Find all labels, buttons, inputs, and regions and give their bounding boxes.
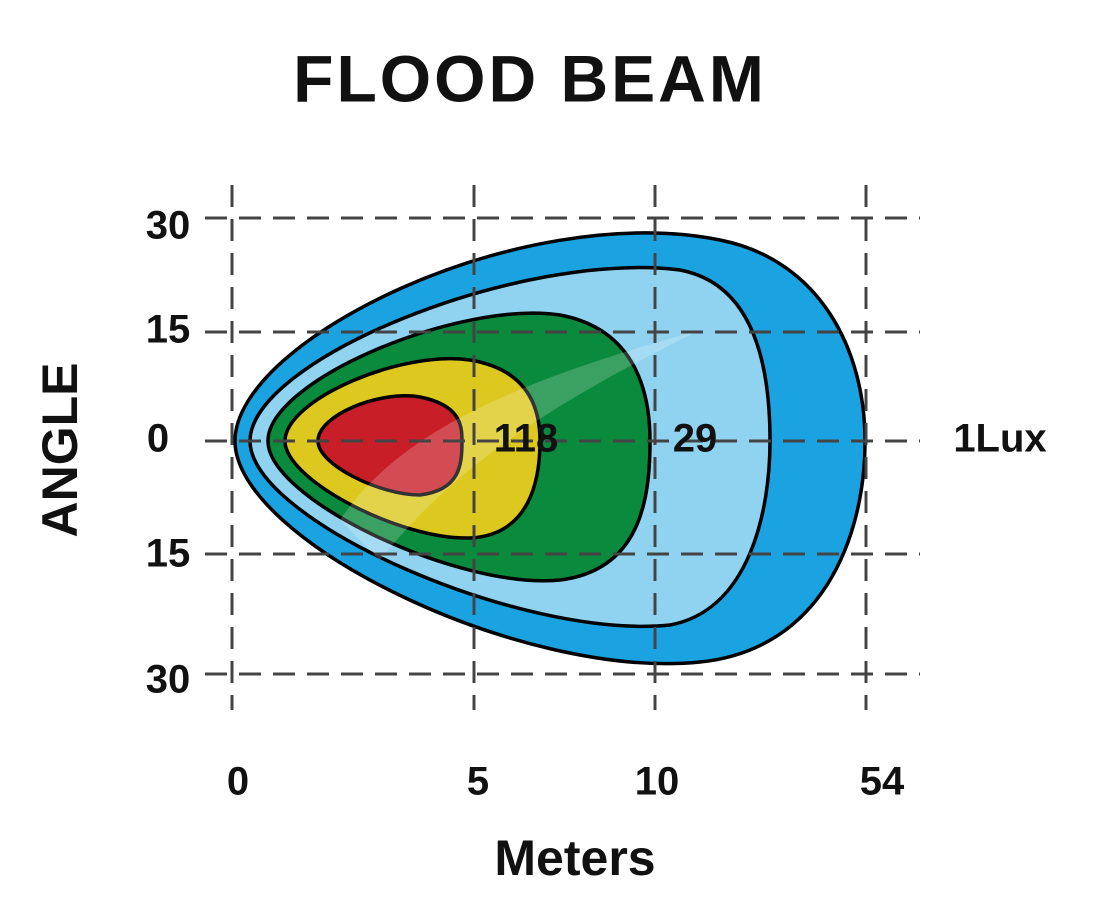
contour-label: 118 <box>494 417 559 461</box>
y-label: 0 <box>147 417 169 461</box>
x-label: 10 <box>635 760 680 804</box>
x-axis-title: Meters <box>494 830 655 886</box>
y-axis-title: ANGLE <box>32 363 88 538</box>
y-label: 15 <box>146 532 191 576</box>
title: FLOOD BEAM <box>293 41 767 115</box>
y-label: 30 <box>146 204 191 248</box>
x-label: 5 <box>467 760 489 804</box>
grid <box>205 185 920 710</box>
x-label: 0 <box>227 760 249 804</box>
y-label: 15 <box>146 308 191 352</box>
contour-label: 29 <box>673 417 718 461</box>
y-label: 30 <box>146 658 191 702</box>
contour-label: 1Lux <box>953 417 1046 461</box>
x-label: 54 <box>860 760 905 804</box>
highlight <box>340 330 700 560</box>
